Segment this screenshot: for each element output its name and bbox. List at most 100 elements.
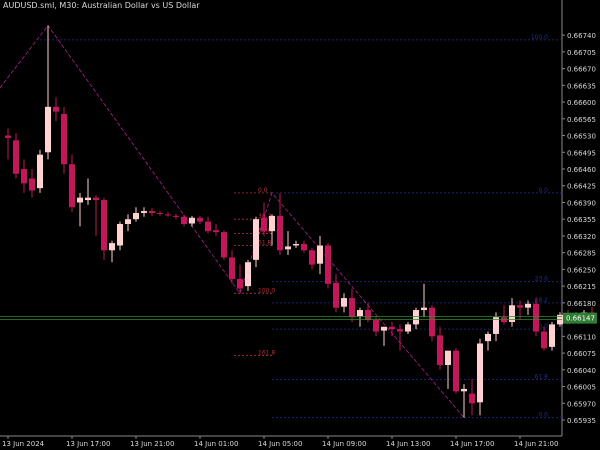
candle-body xyxy=(173,215,179,217)
candle-body xyxy=(157,212,163,214)
zigzag-line xyxy=(0,24,465,418)
time-tick-label: 14 Jun 21:00 xyxy=(514,440,558,448)
price-tick-label: 0.66425 xyxy=(567,183,596,191)
price-tick-label: 0.66320 xyxy=(567,233,596,241)
current-price-tag: 0.66147 xyxy=(563,312,597,324)
chart-title: AUDUSD.sml, M30: Australian Dollar vs US… xyxy=(3,1,200,10)
time-tick-label: 14 Jun 13:00 xyxy=(386,440,430,448)
candle-body xyxy=(69,164,75,208)
price-tick-label: 0.66250 xyxy=(567,266,596,274)
price-tick-label: 0.66600 xyxy=(567,99,596,107)
candle-body xyxy=(149,211,155,213)
candle-body xyxy=(493,317,499,334)
candle-body xyxy=(373,319,379,332)
candle-body xyxy=(213,230,219,233)
price-tick-label: 0.65935 xyxy=(567,417,596,425)
time-tick-label: 13 Jun 21:00 xyxy=(130,440,174,448)
candle-body xyxy=(277,215,283,251)
candle-body xyxy=(109,243,115,251)
candle-body xyxy=(133,212,139,220)
candle-body xyxy=(45,106,51,153)
fib-left-level-label: 100.0 xyxy=(258,287,275,294)
candle-body xyxy=(85,197,91,201)
fib-right-level-label: 50.0 xyxy=(535,323,549,330)
price-tick-label: 0.66460 xyxy=(567,166,596,174)
candle-body xyxy=(261,217,267,232)
current-price-tag-bg xyxy=(563,312,597,324)
candle-body xyxy=(141,211,147,213)
candle-body xyxy=(165,214,171,216)
price-tick-label: 0.66075 xyxy=(567,350,596,358)
time-tick-label: 14 Jun 01:00 xyxy=(194,440,238,448)
candle-body xyxy=(421,307,427,311)
price-tick-label: 0.66215 xyxy=(567,283,596,291)
fib-left-level-label: 61.8 xyxy=(258,239,272,246)
price-tick-label: 0.65970 xyxy=(567,400,596,408)
candle-body xyxy=(461,388,467,392)
candle-body xyxy=(429,307,435,337)
candle-body xyxy=(77,197,83,203)
candle-body xyxy=(37,154,43,189)
candle-body xyxy=(357,310,363,317)
candle-body xyxy=(325,245,331,284)
candle-body xyxy=(229,257,235,279)
candle-body xyxy=(533,303,539,332)
fib-right-level-label: 0.0 xyxy=(538,187,548,194)
candle-body xyxy=(61,114,67,165)
candle-body xyxy=(405,324,411,332)
candle-body xyxy=(469,393,475,404)
candle-body xyxy=(189,217,195,224)
price-tick-label: 0.66355 xyxy=(567,216,596,224)
candle-body xyxy=(381,326,387,331)
candle-body xyxy=(413,310,419,325)
price-tick-label: 0.66635 xyxy=(567,82,596,90)
price-tick-label: 0.66740 xyxy=(567,32,596,40)
candle-body xyxy=(341,298,347,307)
candle-body xyxy=(245,262,251,287)
price-tick-label: 0.66180 xyxy=(567,300,596,308)
candle-body xyxy=(21,168,27,184)
price-tick-label: 0.66495 xyxy=(567,149,596,157)
candle-body xyxy=(477,343,483,403)
candle-body xyxy=(509,305,515,322)
fib-left-level-label: 0.0 xyxy=(258,187,268,194)
candle-body xyxy=(485,333,491,342)
candle-body xyxy=(549,324,555,347)
candle-body xyxy=(445,350,451,366)
candle-body xyxy=(517,305,523,308)
candle-body xyxy=(309,250,315,265)
candle-body xyxy=(53,106,59,112)
candle-body xyxy=(205,221,211,232)
price-tick-label: 0.66285 xyxy=(567,250,596,258)
fib-right-level-label: 100.0 xyxy=(531,34,548,41)
candle-body xyxy=(349,298,355,318)
candle-body xyxy=(365,310,371,320)
price-tick-label: 0.66705 xyxy=(567,49,596,57)
price-tick-label: 0.66565 xyxy=(567,116,596,124)
time-tick-label: 14 Jun 17:00 xyxy=(450,440,494,448)
candle-body xyxy=(125,219,131,224)
candle-body xyxy=(453,350,459,392)
time-tick-label: 13 Jun 2024 xyxy=(2,440,45,448)
price-tick-label: 0.66005 xyxy=(567,384,596,392)
time-tick-label: 14 Jun 05:00 xyxy=(258,440,302,448)
candle-body xyxy=(29,178,35,191)
price-tick-label: 0.66530 xyxy=(567,133,596,141)
candle-body xyxy=(301,244,307,251)
time-tick-label: 14 Jun 09:00 xyxy=(322,440,366,448)
candle-body xyxy=(541,331,547,349)
time-tick-label: 13 Jun 17:00 xyxy=(66,440,110,448)
candle-body xyxy=(317,245,323,264)
candle-body xyxy=(237,278,243,289)
fib-right-level-label: 23.6 xyxy=(535,275,549,282)
candle-body xyxy=(253,219,259,260)
candle-body xyxy=(101,200,107,251)
price-tick-label: 0.66110 xyxy=(567,333,596,341)
candle-body xyxy=(5,135,11,138)
fib-right-level-label: 0.0 xyxy=(538,412,548,419)
candle-body xyxy=(197,217,203,222)
candle-body xyxy=(389,326,395,330)
candle-body xyxy=(333,282,339,308)
